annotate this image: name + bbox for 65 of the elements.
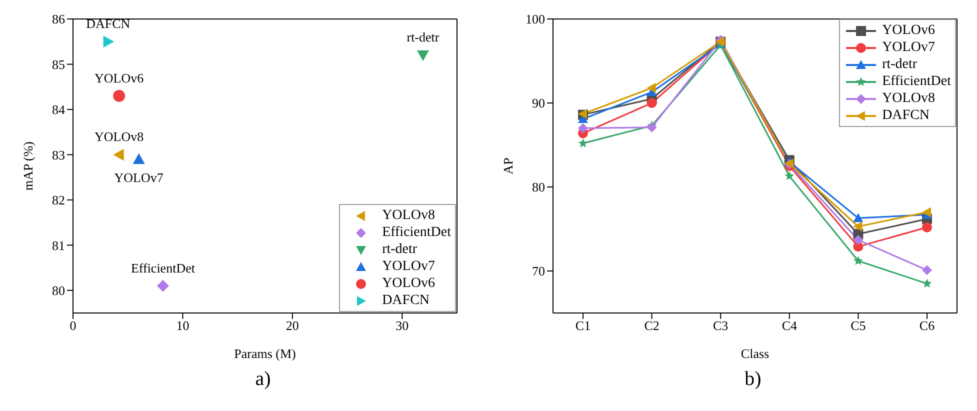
legend-label: DAFCN xyxy=(382,292,430,308)
y-tick-label: 85 xyxy=(52,56,65,72)
point xyxy=(113,90,126,102)
text: YOLOv8 xyxy=(94,129,144,144)
y-tick-label: 81 xyxy=(52,238,65,253)
y-tick-label: 83 xyxy=(52,147,65,162)
legend-label: EfficientDet xyxy=(882,74,951,90)
legend-label: YOLOv6 xyxy=(882,22,935,38)
x-tick-label: 30 xyxy=(396,318,409,334)
point xyxy=(578,138,588,148)
point xyxy=(853,213,864,222)
text: a) xyxy=(254,368,272,391)
y-axis-title: mAP (%) xyxy=(20,142,36,190)
legend-label: rt-detr xyxy=(882,56,918,72)
legend-label: YOLOv6 xyxy=(382,276,435,292)
text: rt-detr xyxy=(406,30,440,45)
x-axis-title: Params (M) xyxy=(234,346,296,361)
x-tick-label: C1 xyxy=(575,318,591,334)
legend-label: YOLOv8 xyxy=(382,208,435,224)
point xyxy=(922,278,932,288)
point xyxy=(922,265,932,276)
x-axis-title: Class xyxy=(740,346,770,361)
x-tick-label: 0 xyxy=(70,318,76,334)
x-tick-label: C5 xyxy=(850,318,866,334)
point xyxy=(853,234,864,245)
text: EfficientDet xyxy=(130,260,195,276)
text: YOLOv7 xyxy=(114,170,164,185)
point xyxy=(646,82,656,93)
text: b) xyxy=(744,368,762,391)
legend-label: EfficientDet xyxy=(382,224,451,240)
y-tick-label: 90 xyxy=(532,96,545,111)
legend-label: DAFCN xyxy=(882,108,930,124)
x-tick-label: 20 xyxy=(286,318,299,334)
text: DAFCN xyxy=(86,16,130,32)
point xyxy=(103,36,114,48)
point xyxy=(646,122,657,132)
point xyxy=(853,221,862,232)
y-tick-label: 80 xyxy=(532,180,545,195)
point xyxy=(132,153,145,164)
point xyxy=(578,123,588,134)
x-tick-label: C4 xyxy=(782,318,798,334)
y-tick-label: 84 xyxy=(52,102,66,118)
legend-label: rt-detr xyxy=(382,242,418,258)
point xyxy=(922,222,932,232)
point xyxy=(416,50,429,62)
x-tick-label: C2 xyxy=(644,318,660,334)
y-tick-label: 82 xyxy=(52,192,65,208)
y-tick-label: 100 xyxy=(526,12,545,27)
point xyxy=(646,98,657,108)
x-tick-label: C6 xyxy=(919,318,936,334)
x-tick-label: 10 xyxy=(176,318,190,334)
point xyxy=(784,171,794,180)
y-tick-label: 86 xyxy=(52,12,66,27)
legend-label: YOLOv7 xyxy=(382,258,435,274)
y-axis-title: AP xyxy=(500,158,516,174)
y-tick-label: 70 xyxy=(532,264,545,279)
point xyxy=(156,280,169,292)
legend-label: YOLOv7 xyxy=(882,40,935,56)
legend-label: YOLOv8 xyxy=(882,90,935,106)
point xyxy=(922,207,931,218)
point xyxy=(113,148,124,161)
text: YOLOv6 xyxy=(94,70,144,86)
x-tick-label: C3 xyxy=(713,318,728,334)
y-tick-label: 80 xyxy=(52,283,65,298)
point xyxy=(853,256,863,265)
